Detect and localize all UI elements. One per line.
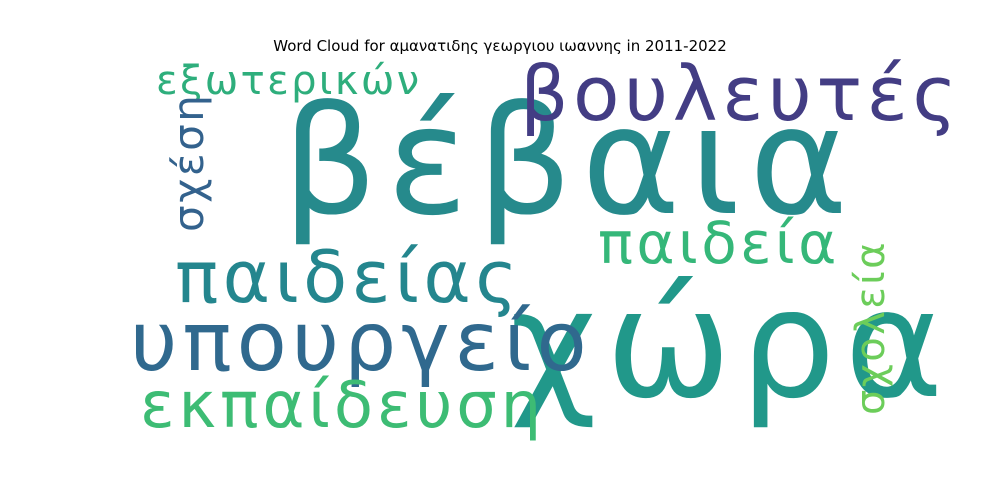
- word-ypourgeio: υπουργείο: [130, 295, 592, 390]
- word-xwra: χώρα: [510, 258, 953, 432]
- word-paideias: παιδείας: [175, 235, 522, 319]
- chart-title: Word Cloud for αμανατιδης γεωργιου ιωανν…: [273, 37, 727, 55]
- word-paideia: παιδεία: [598, 209, 840, 277]
- word-ekswterikwn: εξωτερικών: [156, 58, 422, 104]
- word-bebaia: βέβαια: [282, 75, 858, 249]
- word-sxesi: σχέση: [164, 92, 213, 232]
- word-ekpaideysi: εκπαίδευση: [140, 369, 545, 443]
- word-bouleutes: βουλευτές: [520, 49, 962, 138]
- word-sxoleia: σχολεία: [848, 240, 894, 415]
